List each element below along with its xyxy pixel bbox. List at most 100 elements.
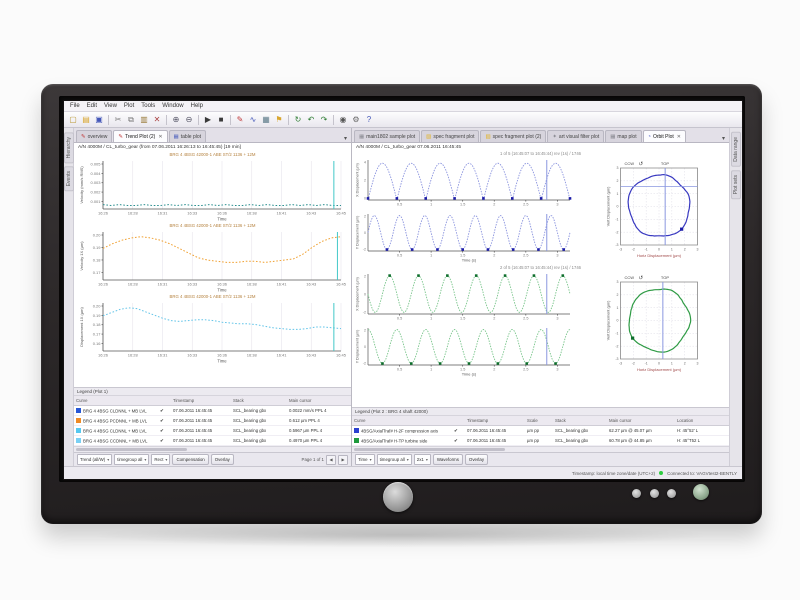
monitor-up-button[interactable] [667, 489, 676, 498]
menu-plot[interactable]: Plot [123, 103, 135, 109]
monitor-logo-button[interactable] [383, 482, 413, 512]
timegroup-select[interactable]: timegroup all ▾ [114, 454, 150, 465]
legend-col-main-cursor[interactable]: Main cursor [609, 418, 632, 423]
trend-chart-2[interactable]: 16:26 16:28 16:31 16:33 16:36 16:38 16:41 16:43… [77, 229, 348, 293]
svg-text:2: 2 [364, 328, 366, 332]
paste-icon[interactable]: ▥ [140, 114, 148, 124]
waveform-chart-blue-y[interactable]: 0.5 1 1.5 2 2.5 3 2 0 -2 Time (s) Y Displacement (… [354, 211, 579, 263]
menu-view[interactable]: View [104, 103, 117, 109]
tab-trend-plot-close-icon[interactable]: ✕ [158, 133, 163, 140]
monitor-down-button[interactable] [650, 489, 659, 498]
timegroup-select[interactable]: timegroup all ▾ [376, 454, 412, 465]
play-icon[interactable]: ▶ [204, 114, 212, 124]
svg-text:-1: -1 [645, 247, 648, 251]
open-icon[interactable]: ▤ [82, 114, 90, 124]
settings-icon[interactable]: ⚙ [352, 114, 360, 124]
tab-spec-fragment-plot-label: spec fragment plot [433, 133, 475, 140]
monitor-power-button[interactable] [693, 484, 709, 500]
menu-help[interactable]: Help [190, 103, 203, 109]
stop-icon[interactable]: ■ [218, 114, 224, 124]
legend-col-location[interactable]: Location [677, 418, 694, 423]
legend-col-timestamp[interactable]: Timestamp [467, 418, 489, 423]
layout-select[interactable]: 2x1 ▾ [413, 454, 431, 465]
camera-icon[interactable]: ◉ [339, 114, 347, 124]
toolbar-separator [166, 114, 167, 125]
waveforms-button[interactable]: Waveforms [432, 454, 463, 465]
tab-art-visual-filter-plot[interactable]: ✦ art visual filter plot [547, 130, 605, 142]
side-tab-left-hierarchy[interactable]: Hierarchy [64, 132, 74, 164]
waveform-chart-green-y[interactable]: 0.5 1 1.5 2 2.5 3 2 0 -2 Time (s) Y Displacement (… [354, 325, 579, 377]
x-axis-select[interactable]: Time ▾ [355, 454, 375, 465]
overlay-button[interactable]: Overlay [464, 454, 489, 465]
legend-col-curve[interactable]: Curve [76, 398, 88, 403]
delete-icon[interactable]: ✕ [153, 114, 161, 124]
grid-icon[interactable]: ▦ [262, 114, 270, 124]
legend-row[interactable]: 4BSG/AxialTraf# H-2F compression axis ✔ 07… [352, 426, 729, 436]
menu-tools[interactable]: Tools [141, 103, 156, 109]
legend-row[interactable]: BRG 4 4BSG CLDNNL + MB LVL ✔ 07.06.2011 16… [74, 406, 351, 416]
tab-trend-plot[interactable]: ✎ Trend Plot (2) ✕ [113, 130, 168, 142]
svg-text:16:36: 16:36 [217, 353, 228, 358]
legend-col-stack[interactable]: Stack [233, 398, 244, 403]
refresh-icon[interactable]: ↻ [294, 114, 302, 124]
svg-text:Time: Time [217, 359, 227, 364]
legend-horizontal-scrollbar[interactable] [74, 446, 351, 452]
pen-icon[interactable]: ✎ [236, 114, 244, 124]
zoom-in-icon[interactable]: ⊕ [172, 114, 180, 124]
redo-icon[interactable]: ↷ [320, 114, 328, 124]
page-indicator: Page 1 of 1 [301, 457, 324, 462]
waveform-chart-blue-x[interactable]: 0.5 1 1.5 2 2.5 3 4 2 0 X Displacement (µm) [354, 157, 579, 209]
legend-cell: BRG 4 4BSG CCDNNL + MB LVL [74, 437, 158, 443]
tab-overflow-chevron[interactable]: ▾ [343, 136, 347, 142]
prev-page-button[interactable]: ◀ [326, 454, 336, 465]
monitor: File Edit View Plot Tools Window Help ▢ ▤ ▣ ✂ ⧉ ▥ ✕ ⊕… [41, 84, 762, 524]
legend-horizontal-scrollbar[interactable] [352, 446, 729, 452]
menu-file[interactable]: File [70, 103, 80, 109]
legend-col-curve[interactable]: Curve [354, 418, 366, 423]
trend-chart-3[interactable]: 16:26 16:28 16:31 16:33 16:36 16:38 16:41 16:43… [77, 300, 348, 364]
legend-row[interactable]: BRG 4 4BSG CLDNNL + MB LVL ✔ 07.06.2011 16… [74, 426, 351, 436]
zoom-out-icon[interactable]: ⊖ [185, 114, 193, 124]
legend-row[interactable]: BRG 4 4BSG PCDNNL + MB LVL ✔ 07.06.2011 16… [74, 416, 351, 426]
overlay-button[interactable]: Overlay [210, 454, 234, 465]
menu-window[interactable]: Window [162, 103, 184, 109]
trend-mode-select[interactable]: Trend (all/W) ▾ [77, 454, 113, 465]
side-tab-right-data-range[interactable]: Data range [731, 132, 741, 167]
svg-text:0: 0 [658, 361, 660, 365]
tab-main1802-sample-plot[interactable]: ▦ main1802 sample plot [354, 130, 421, 142]
tab-orbit-plot-close-icon[interactable]: ✕ [676, 133, 681, 140]
legend-col-main-cursor[interactable]: Main cursor [289, 398, 312, 403]
legend-row[interactable]: BRG 4 4BSG CCDNNL + MB LVL ✔ 07.06.2011 16… [74, 436, 351, 446]
tab-table-plot[interactable]: ▦ table plot [168, 130, 207, 142]
orbit-chart-green[interactable]: -3 -3 -2 -2 -1 -1 0 0 1 1 2 2 3 3 CCW ↺ TOP Horiz Displac… [581, 271, 727, 378]
legend-col-stack[interactable]: Stack [555, 418, 566, 423]
new-icon[interactable]: ▢ [69, 114, 77, 124]
save-icon[interactable]: ▣ [95, 114, 103, 124]
tab-overflow-chevron[interactable]: ▾ [721, 136, 725, 142]
next-page-button[interactable]: ▶ [338, 454, 348, 465]
side-tab-right-plot-sets[interactable]: Plot sets [731, 169, 741, 199]
monitor-menu-button[interactable] [632, 489, 641, 498]
help-icon[interactable]: ? [366, 114, 372, 124]
legend-col-scale[interactable]: Scale [527, 418, 538, 423]
copy-icon[interactable]: ⧉ [128, 114, 134, 124]
tab-spec-fragment-plot[interactable]: ▨ spec fragment plot [421, 130, 480, 142]
compensation-button[interactable]: Compensation [172, 454, 209, 465]
waveform-chart-green-x[interactable]: 0.5 1 1.5 2 2.5 3 2 0 -2 X Displacement (µm) [354, 271, 579, 323]
menu-edit[interactable]: Edit [86, 103, 98, 109]
side-tab-left-events[interactable]: Events [64, 166, 74, 192]
chart-icon[interactable]: ∿ [249, 114, 257, 124]
legend-col-timestamp[interactable]: Timestamp [173, 398, 195, 403]
trend-chart-1[interactable]: 16:26 16:28 16:31 16:33 16:36 16:38 16:41 16:43… [77, 158, 348, 222]
cut-icon[interactable]: ✂ [114, 114, 122, 124]
orbit-chart-blue[interactable]: -3 -3 -2 -2 -1 -1 0 0 1 1 2 2 3 3 CCW ↺ TOP Horiz Displac… [581, 157, 727, 264]
tab-overview[interactable]: ✎ overview [76, 130, 113, 142]
legend-row[interactable]: 4BSG/AxialTraf# H-TP turbine side ✔ 07.06.… [352, 436, 729, 446]
scale-select[interactable]: Rect ▾ [151, 454, 171, 465]
svg-text:0.5: 0.5 [397, 367, 402, 371]
flag-icon[interactable]: ⚑ [275, 114, 283, 124]
undo-icon[interactable]: ↶ [307, 114, 315, 124]
tab-spec-fragment-plot-2[interactable]: ▨ spec fragment plot (2) [480, 130, 547, 142]
tab-orbit-plot[interactable]: ◔ Orbit Plot ✕ [642, 130, 686, 142]
tab-map-plot[interactable]: ▦ map plot [605, 130, 642, 142]
